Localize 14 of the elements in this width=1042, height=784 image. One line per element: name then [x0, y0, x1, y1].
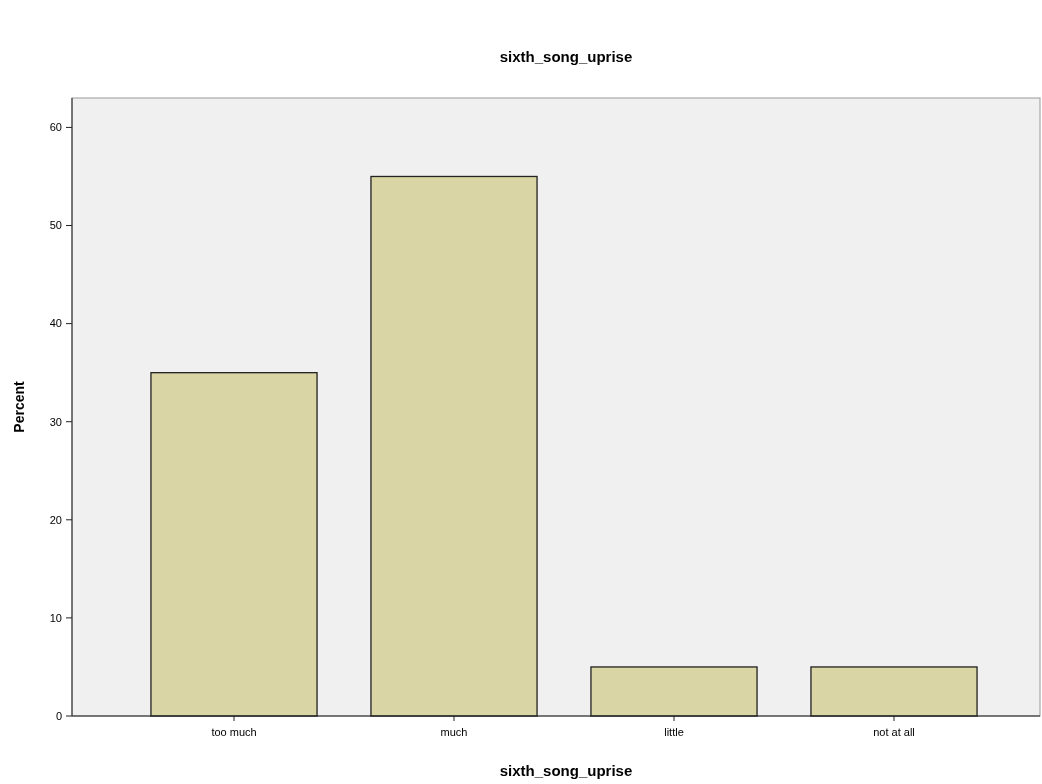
- y-axis-title: Percent: [11, 380, 27, 433]
- x-tick-label: much: [440, 726, 468, 738]
- y-tick-label: 20: [49, 513, 62, 526]
- y-tick-label: 10: [49, 611, 62, 624]
- y-tick-label: 30: [49, 415, 62, 428]
- chart-title: sixth_song_uprise: [499, 48, 633, 65]
- x-tick-label: little: [664, 726, 684, 738]
- y-tick-label: 0: [55, 709, 62, 722]
- x-axis-title: sixth_song_uprise: [499, 762, 633, 779]
- y-tick-label: 40: [49, 317, 62, 330]
- x-tick-label: too much: [211, 726, 257, 738]
- y-tick-label: 60: [49, 121, 62, 134]
- y-tick-label: 50: [49, 219, 62, 232]
- x-tick-label: not at all: [873, 726, 915, 738]
